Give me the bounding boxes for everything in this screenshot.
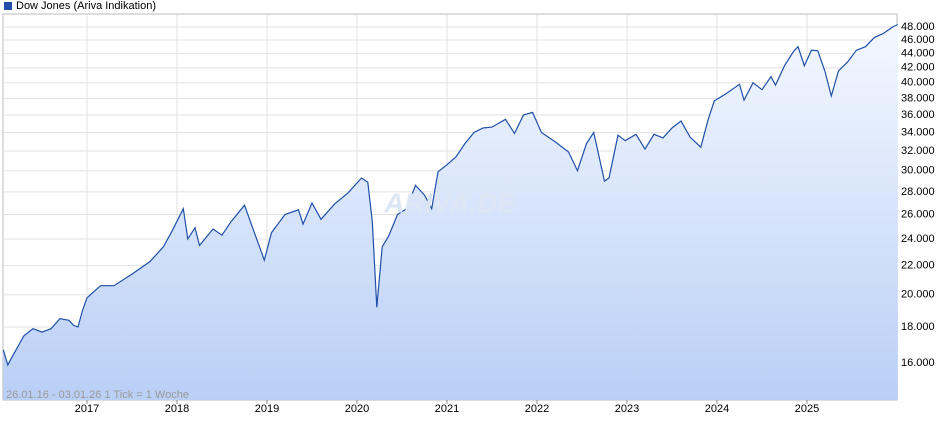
watermark: ARIVA.DE	[383, 187, 517, 218]
x-tick-label: 2023	[615, 403, 639, 415]
note: 26.01.16 - 03.01.26 1 Tick = 1 Woche	[6, 389, 189, 401]
y-tick-label: 16.000	[901, 357, 935, 369]
x-tick-label: 2021	[435, 403, 459, 415]
y-tick-label: 28.000	[901, 186, 935, 198]
y-tick-label: 18.000	[901, 321, 935, 333]
legend-swatch	[4, 2, 12, 10]
y-tick-label: 40.000	[901, 77, 935, 89]
line	[2, 23, 899, 367]
y-tick-label: 30.000	[901, 165, 935, 177]
x-tick-label: 2017	[75, 403, 99, 415]
x-tick-label: 2022	[525, 403, 549, 415]
y-tick-label: 34.000	[901, 126, 935, 138]
y-tick-label: 44.000	[901, 48, 935, 60]
y-tick-label: 32.000	[901, 145, 935, 157]
y-tick-label: 38.000	[901, 92, 935, 104]
y-tick-label: 24.000	[901, 233, 935, 245]
x-tick-label: 2020	[345, 403, 369, 415]
y-tick-label: 48.000	[901, 21, 935, 33]
y-tick-label: 22.000	[901, 260, 935, 272]
x-tick-label: 2025	[795, 403, 819, 415]
y-tick-label: 26.000	[901, 208, 935, 220]
y-tick-label: 36.000	[901, 109, 935, 121]
x-tick-label: 2019	[255, 403, 279, 415]
x-tick-label: 2024	[705, 403, 729, 415]
x-tick-label: 2018	[165, 403, 189, 415]
y-tick-label: 20.000	[901, 289, 935, 301]
legend-label: Dow Jones (Ariva Indikation)	[16, 0, 156, 12]
y-tick-label: 46.000	[901, 34, 935, 46]
y-tick-label: 42.000	[901, 62, 935, 74]
area-fill	[3, 24, 898, 400]
